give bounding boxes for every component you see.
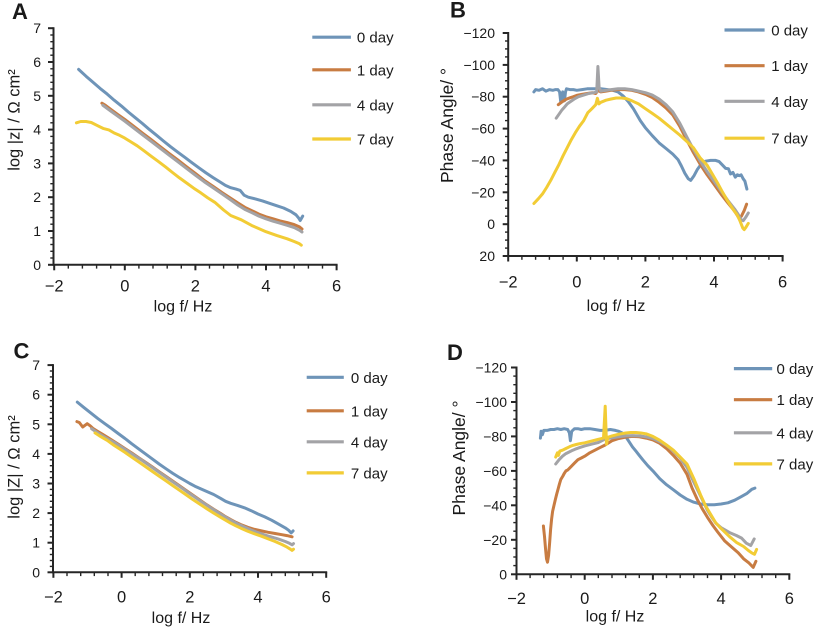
svg-text:B: B	[450, 0, 466, 23]
svg-text:−100: −100	[463, 57, 495, 73]
svg-text:1 day: 1 day	[777, 392, 814, 409]
svg-text:0: 0	[580, 590, 589, 608]
svg-text:Phase Angle/ °: Phase Angle/ °	[449, 401, 469, 516]
svg-text:4: 4	[33, 122, 41, 138]
svg-text:0: 0	[117, 589, 126, 607]
svg-text:A: A	[12, 0, 28, 24]
svg-text:4: 4	[253, 589, 262, 607]
svg-text:6: 6	[778, 274, 787, 292]
svg-text:0 day: 0 day	[777, 361, 814, 378]
svg-text:6: 6	[32, 387, 40, 403]
svg-text:−120: −120	[475, 360, 507, 376]
svg-text:−80: −80	[471, 89, 495, 105]
svg-text:0: 0	[32, 564, 40, 580]
svg-text:−100: −100	[475, 394, 507, 410]
svg-text:D: D	[447, 340, 463, 365]
svg-text:7 day: 7 day	[777, 456, 814, 473]
svg-text:7: 7	[32, 357, 40, 373]
svg-text:log |Z| / Ω cm²: log |Z| / Ω cm²	[6, 415, 24, 519]
svg-text:0 day: 0 day	[357, 30, 394, 47]
svg-text:0 day: 0 day	[771, 23, 808, 40]
svg-text:2: 2	[648, 590, 657, 608]
svg-text:−40: −40	[471, 152, 495, 168]
svg-text:4 day: 4 day	[351, 434, 388, 451]
svg-text:−20: −20	[483, 532, 507, 548]
svg-text:0 day: 0 day	[351, 370, 388, 387]
svg-text:3: 3	[32, 476, 40, 492]
svg-text:2: 2	[185, 589, 194, 607]
svg-text:7 day: 7 day	[357, 132, 394, 149]
svg-text:4 day: 4 day	[771, 94, 808, 111]
svg-text:log |z| / Ω cm²: log |z| / Ω cm²	[6, 69, 24, 171]
svg-text:Phase Angle/ °: Phase Angle/ °	[437, 68, 457, 183]
svg-text:1 day: 1 day	[357, 62, 394, 79]
svg-text:6: 6	[332, 278, 341, 296]
svg-text:log f/ Hz: log f/ Hz	[154, 299, 213, 316]
svg-text:−40: −40	[483, 497, 507, 513]
svg-text:0: 0	[572, 274, 581, 292]
svg-text:1 day: 1 day	[351, 403, 388, 420]
svg-text:−2: −2	[499, 274, 518, 292]
svg-text:−20: −20	[471, 184, 495, 200]
svg-text:4: 4	[717, 590, 726, 608]
svg-text:2: 2	[33, 189, 41, 205]
svg-text:7: 7	[33, 20, 41, 36]
svg-text:−2: −2	[507, 590, 526, 608]
svg-text:log f/ Hz: log f/ Hz	[586, 609, 645, 626]
svg-text:4: 4	[261, 278, 270, 296]
svg-text:4 day: 4 day	[777, 425, 814, 442]
svg-text:2: 2	[32, 505, 40, 521]
svg-text:−60: −60	[483, 463, 507, 479]
svg-text:1 day: 1 day	[771, 58, 808, 75]
svg-text:−2: −2	[45, 278, 64, 296]
svg-text:6: 6	[785, 590, 794, 608]
svg-text:−2: −2	[44, 589, 63, 607]
svg-text:7 day: 7 day	[351, 465, 388, 482]
svg-text:C: C	[14, 339, 30, 364]
svg-text:4: 4	[32, 446, 40, 462]
svg-text:5: 5	[32, 416, 40, 432]
svg-text:6: 6	[322, 589, 331, 607]
svg-text:−120: −120	[463, 25, 495, 41]
svg-text:3: 3	[33, 155, 41, 171]
svg-text:7 day: 7 day	[771, 131, 808, 148]
svg-text:4 day: 4 day	[357, 97, 394, 114]
svg-text:−80: −80	[483, 428, 507, 444]
svg-text:1: 1	[33, 223, 41, 239]
svg-text:1: 1	[32, 535, 40, 551]
svg-text:0: 0	[499, 566, 507, 582]
svg-text:0: 0	[487, 216, 495, 232]
svg-text:2: 2	[191, 278, 200, 296]
svg-text:0: 0	[120, 278, 129, 296]
svg-text:0: 0	[33, 257, 41, 273]
svg-text:−60: −60	[471, 121, 495, 137]
svg-text:20: 20	[479, 248, 495, 264]
svg-text:6: 6	[33, 54, 41, 70]
svg-text:log f/ Hz: log f/ Hz	[587, 298, 646, 315]
svg-text:log f/ Hz: log f/ Hz	[152, 610, 211, 627]
svg-text:2: 2	[641, 274, 650, 292]
svg-text:5: 5	[33, 88, 41, 104]
svg-text:4: 4	[709, 274, 718, 292]
